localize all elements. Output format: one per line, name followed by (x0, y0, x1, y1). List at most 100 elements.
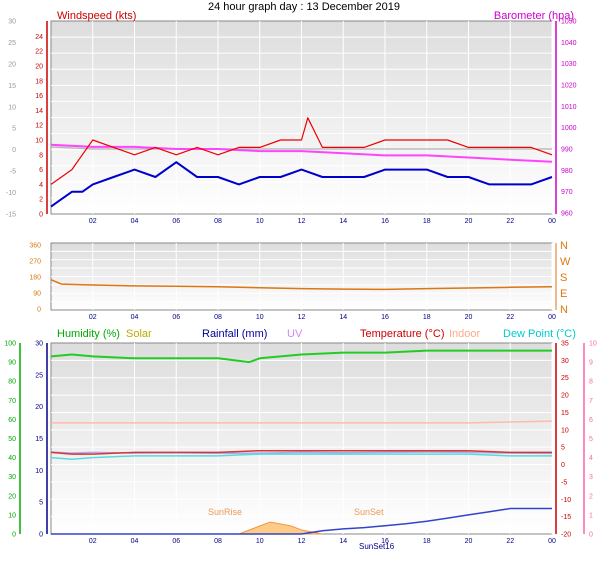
series-line-wind-gust (50, 146, 552, 150)
y-tick-label: 20 (35, 64, 43, 71)
x-tick-label: 18 (423, 538, 431, 545)
y-tick-label: 60 (8, 417, 16, 424)
windspeed-axis-label: Windspeed (kts) (57, 10, 136, 22)
y-tick-label: 1000 (561, 125, 577, 132)
y-tick-label: 30 (8, 19, 16, 26)
y-tick-label: 1050 (561, 19, 577, 26)
series-line-wind-direction (50, 279, 553, 291)
y-tick-label: -15 (6, 212, 16, 219)
y-tick-label: 0 (561, 462, 565, 469)
y-tick-label: 0 (39, 532, 43, 539)
y-tick-label: 1020 (561, 83, 577, 90)
series-line-windspeed-kts- (50, 117, 553, 185)
y-tick-label: 15 (8, 83, 16, 90)
y-tick-label: 10 (8, 512, 16, 519)
y-tick-label: 100 (4, 341, 16, 348)
x-tick-label: 16 (381, 218, 389, 225)
x-tick-label: 12 (298, 538, 306, 545)
series-line-indoor (51, 420, 553, 424)
x-tick-label: 22 (506, 538, 514, 545)
x-tick-label: 22 (506, 218, 514, 225)
y-tick-label: 0 (589, 532, 593, 539)
legend-entry: Rainfall (mm) (202, 328, 267, 340)
compass-label: N (560, 240, 568, 252)
series-line-humidity (50, 349, 552, 364)
barometer-axis-label: Barometer (hpa) (494, 10, 574, 22)
y-tick-label: 8 (39, 152, 43, 159)
x-tick-label: 22 (506, 314, 514, 321)
y-tick-label: -10 (6, 190, 16, 197)
compass-label: N (560, 304, 568, 316)
y-tick-label: 0 (12, 147, 16, 154)
y-tick-label: 6 (39, 167, 43, 174)
x-tick-label: 02 (89, 218, 97, 225)
x-tick-label: 14 (339, 538, 347, 545)
y-tick-label: 6 (589, 417, 593, 424)
x-tick-label: 08 (214, 218, 222, 225)
x-tick-label: 06 (172, 314, 180, 321)
x-tick-label: 00 (548, 538, 556, 545)
y-tick-label: 18 (35, 78, 43, 85)
y-tick-label: 90 (33, 291, 41, 298)
annotation-sunset: SunSet (354, 507, 384, 517)
y-tick-label: 5 (561, 445, 565, 452)
legend-entry: Solar (126, 328, 152, 340)
y-tick-label: 960 (561, 211, 573, 218)
x-tick-label: 04 (131, 218, 139, 225)
y-tick-label: 10 (8, 104, 16, 111)
series-line-barometer-hpa- (50, 143, 553, 163)
x-tick-label: 14 (339, 218, 347, 225)
series-line-uv (50, 451, 553, 455)
y-tick-label: 16 (35, 93, 43, 100)
y-tick-label: 270 (29, 259, 41, 266)
x-tick-label: 18 (423, 218, 431, 225)
y-tick-label: 20 (35, 404, 43, 411)
y-tick-label: 12 (35, 123, 43, 130)
y-tick-label: 8 (589, 379, 593, 386)
y-tick-label: 15 (561, 410, 569, 417)
y-tick-label: 180 (29, 275, 41, 282)
y-tick-label: 0 (37, 307, 41, 314)
y-tick-label: -15 (561, 514, 571, 521)
x-tick-label: 10 (256, 218, 264, 225)
x-tick-label: 10 (256, 538, 264, 545)
legend-entry: Dew Point (°C) (503, 328, 576, 340)
x-tick-label: 16 (381, 314, 389, 321)
annotation-sunrise: SunRise (208, 507, 242, 517)
y-tick-label: 22 (35, 49, 43, 56)
x-tick-label: 06 (172, 218, 180, 225)
y-tick-label: 30 (35, 341, 43, 348)
y-tick-label: 3 (589, 474, 593, 481)
y-tick-label: 10 (589, 341, 597, 348)
y-tick-label: 25 (35, 372, 43, 379)
y-tick-label: 40 (8, 455, 16, 462)
y-tick-label: 25 (561, 375, 569, 382)
series-line-windspeed-avg (50, 161, 553, 208)
annotation-sunset-tick: SunSet16 (359, 542, 395, 551)
legend-entry: Temperature (°C) (360, 328, 444, 340)
x-tick-label: 10 (256, 314, 264, 321)
x-tick-label: 18 (423, 314, 431, 321)
y-tick-label: 360 (29, 243, 41, 250)
compass-label: E (560, 288, 567, 300)
y-tick-label: 1 (589, 512, 593, 519)
y-tick-label: 4 (39, 182, 43, 189)
x-tick-label: 08 (214, 314, 222, 321)
y-tick-label: 5 (589, 436, 593, 443)
y-tick-label: 0 (12, 532, 16, 539)
y-tick-label: 35 (561, 341, 569, 348)
y-tick-label: 990 (561, 147, 573, 154)
y-tick-label: -5 (10, 169, 16, 176)
y-tick-label: 70 (8, 398, 16, 405)
y-tick-label: 10 (561, 427, 569, 434)
y-tick-label: 10 (35, 138, 43, 145)
y-tick-label: 1040 (561, 40, 577, 47)
x-tick-label: 04 (131, 314, 139, 321)
y-tick-label: 20 (561, 393, 569, 400)
y-tick-label: 4 (589, 455, 593, 462)
y-tick-label: -5 (561, 479, 567, 486)
x-tick-label: 00 (548, 314, 556, 321)
y-tick-label: 24 (35, 34, 43, 41)
